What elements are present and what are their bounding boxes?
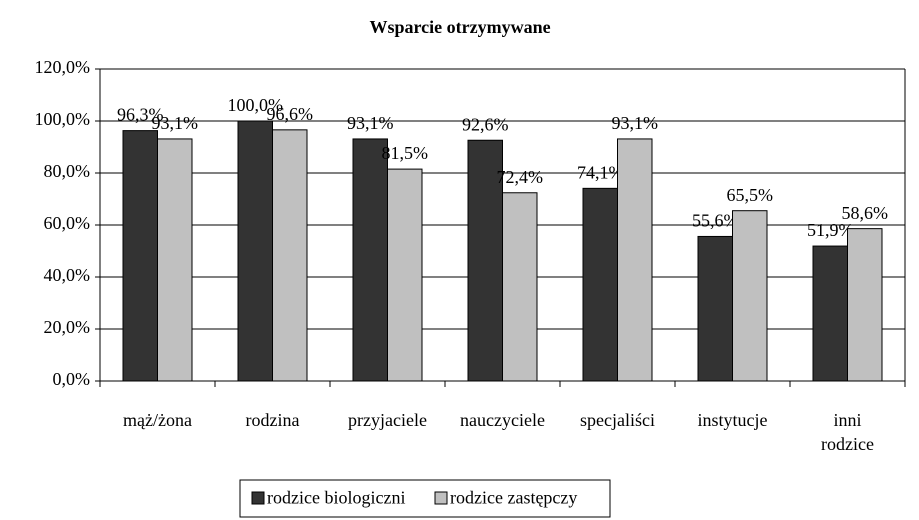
y-tick-label: 100,0% — [35, 109, 91, 129]
legend-label: rodzice zastępczy — [450, 488, 577, 508]
value-label: 58,6% — [842, 203, 889, 223]
bar — [582, 187, 618, 382]
y-tick-label: 0,0% — [53, 369, 91, 389]
bar — [122, 130, 158, 382]
bar — [732, 210, 768, 382]
bar — [502, 192, 538, 382]
bar — [847, 228, 883, 382]
x-tick-label: instytucje — [697, 410, 768, 430]
y-tick-label: 20,0% — [44, 317, 91, 337]
value-label: 72,4% — [497, 167, 544, 187]
value-label: 92,6% — [462, 114, 509, 134]
legend-swatch — [251, 491, 265, 505]
x-tick-label: inni rodzice — [821, 410, 874, 454]
value-label: 93,1% — [347, 113, 394, 133]
y-tick-label: 60,0% — [44, 213, 91, 233]
bar — [467, 139, 503, 382]
bar — [617, 138, 653, 382]
bar — [812, 245, 848, 382]
value-label: 100,0% — [228, 95, 284, 115]
bar — [157, 138, 193, 382]
bar — [237, 120, 273, 382]
y-tick-label: 80,0% — [44, 161, 91, 181]
x-tick-label: przyjaciele — [348, 410, 427, 430]
legend-box — [239, 479, 611, 518]
x-tick-label: rodzina — [245, 410, 300, 430]
chart-title: Wsparcie otrzymywane — [369, 17, 550, 37]
value-label: 93,1% — [612, 113, 659, 133]
value-label: 55,6% — [692, 211, 739, 231]
x-tick-label: nauczyciele — [460, 410, 545, 430]
y-tick-label: 40,0% — [44, 265, 91, 285]
value-label: 93,1% — [152, 113, 199, 133]
x-tick-label: mąż/żona — [123, 410, 192, 430]
legend-swatch — [434, 491, 448, 505]
legend-label: rodzice biologiczni — [267, 488, 405, 508]
y-tick-label: 120,0% — [35, 57, 91, 77]
value-label: 74,1% — [577, 162, 624, 182]
bar — [697, 235, 733, 382]
x-tick-label: specjaliści — [580, 410, 655, 430]
value-label: 96,3% — [117, 105, 164, 125]
value-label: 96,6% — [267, 104, 314, 124]
value-label: 81,5% — [382, 143, 429, 163]
bar — [387, 168, 423, 382]
bar — [272, 129, 308, 382]
bar — [352, 138, 388, 382]
value-label: 51,9% — [807, 220, 854, 240]
value-label: 65,5% — [727, 185, 774, 205]
